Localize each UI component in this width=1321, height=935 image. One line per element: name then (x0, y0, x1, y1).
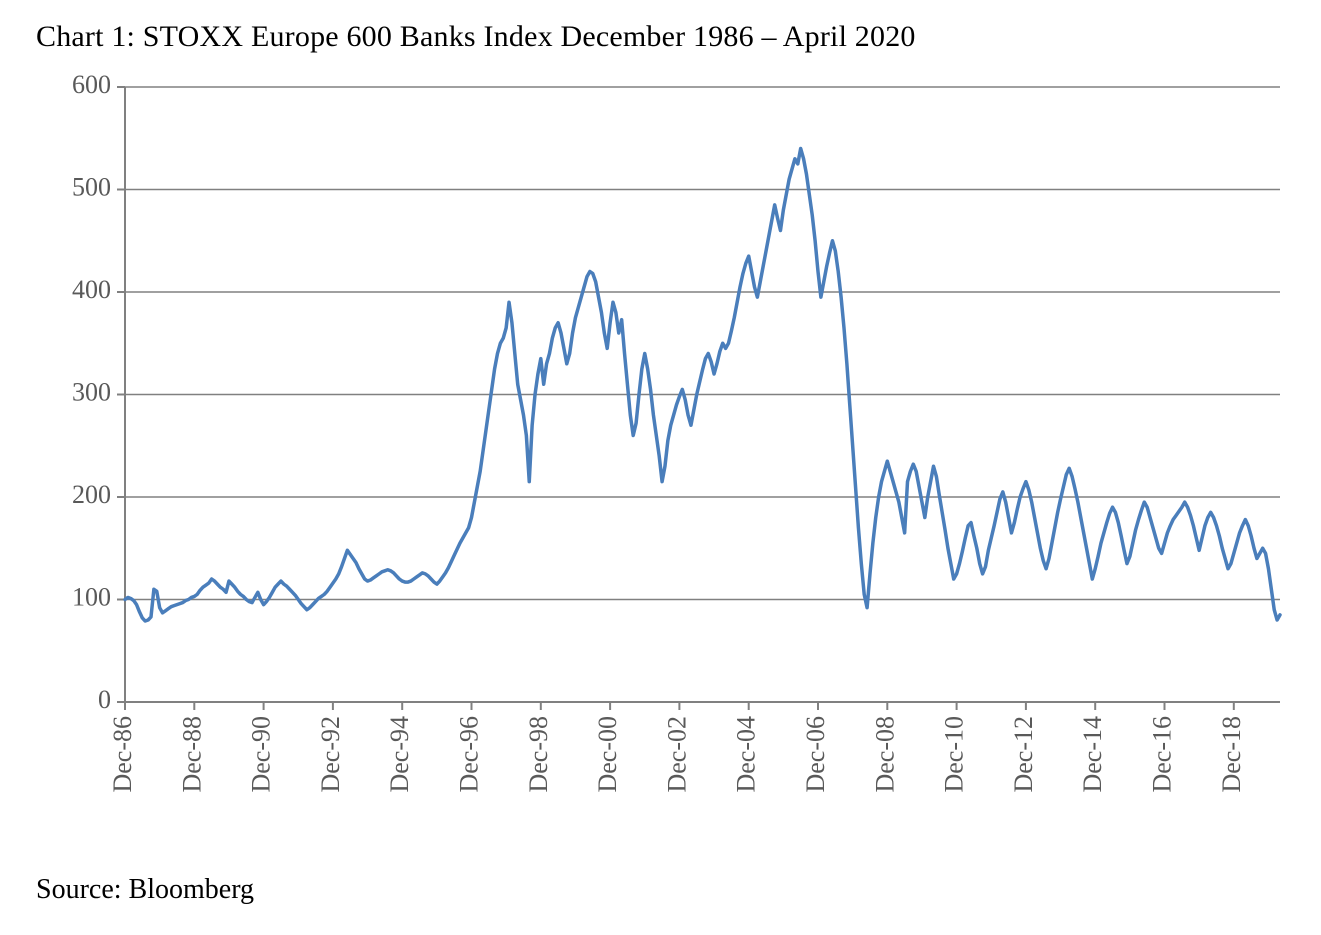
y-tick-label: 500 (72, 172, 111, 201)
y-tick-label: 600 (72, 72, 111, 99)
x-tick-label: Dec-02 (662, 716, 691, 793)
y-tick-label: 200 (72, 480, 111, 509)
chart-source: Source: Bloomberg (36, 874, 1291, 906)
y-tick-label: 400 (72, 275, 111, 304)
x-tick-label: Dec-96 (454, 716, 483, 793)
series-line (125, 149, 1280, 622)
x-tick-label: Dec-18 (1217, 716, 1246, 793)
y-tick-label: 300 (72, 377, 111, 406)
y-tick-label: 100 (72, 582, 111, 611)
x-tick-label: Dec-16 (1147, 716, 1176, 793)
x-tick-label: Dec-08 (870, 716, 899, 793)
line-chart: Dec-86 Dec-88 Dec-90 Dec-92 Dec-94 Dec-96 Dec-… (30, 72, 1290, 862)
x-tick-label: Dec-86 (108, 716, 137, 793)
x-tick-label: Dec-90 (247, 716, 276, 793)
x-tick-label: Dec-00 (593, 716, 622, 793)
x-tick-label: Dec-92 (316, 716, 345, 793)
chart-title: Chart 1: STOXX Europe 600 Banks Index De… (36, 20, 1291, 54)
x-tick-label: Dec-14 (1078, 716, 1107, 793)
x-tick-label: Dec-88 (177, 716, 206, 793)
chart-container: Dec-86 Dec-88 Dec-90 Dec-92 Dec-94 Dec-96 Dec-… (30, 72, 1291, 862)
x-tick-label: Dec-04 (732, 716, 761, 793)
y-tick-label: 0 (98, 685, 111, 714)
x-tick-label: Dec-94 (385, 716, 414, 793)
x-tick-label: Dec-12 (1009, 716, 1038, 793)
x-tick-label: Dec-06 (801, 716, 830, 793)
x-tick-label: Dec-98 (524, 716, 553, 793)
x-tick-label: Dec-10 (940, 716, 969, 793)
